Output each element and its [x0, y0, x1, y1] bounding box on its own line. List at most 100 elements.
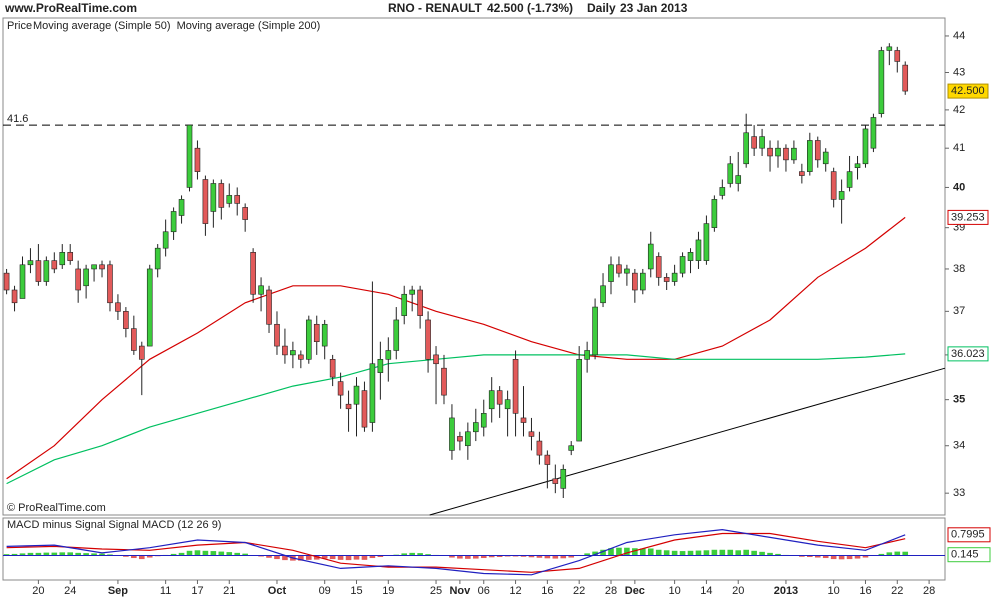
histogram-bar: [266, 555, 272, 558]
y-tick-label: 38: [953, 263, 965, 275]
candle-body: [353, 385, 360, 405]
candle-body: [321, 323, 328, 347]
histogram-bar: [305, 555, 312, 560]
histogram-bar: [210, 551, 217, 556]
x-tick-label: 25: [430, 585, 442, 597]
series-tag: [947, 209, 989, 225]
histogram-bar: [345, 555, 352, 561]
candle-body: [457, 436, 463, 442]
histogram-bar: [552, 555, 559, 559]
x-tick-label: 28: [605, 585, 617, 597]
candle-body: [210, 183, 217, 212]
candle-body: [385, 350, 392, 360]
candle-body: [592, 306, 598, 356]
candle-body: [807, 140, 813, 172]
candle-body: [719, 187, 726, 196]
histogram-bar: [886, 552, 893, 556]
histogram-bar: [43, 552, 50, 556]
x-tick-label: 20: [32, 585, 44, 597]
candle-body: [115, 302, 121, 312]
histogram-bar: [830, 555, 837, 560]
candle-body: [59, 252, 66, 266]
x-tick-label: Sep: [108, 585, 128, 597]
x-tick-label: 15: [350, 585, 362, 597]
candle-body: [663, 277, 670, 282]
candle-body: [258, 285, 264, 295]
histogram-bar: [51, 552, 58, 556]
series-tag: [947, 527, 991, 543]
candle-body: [27, 260, 34, 266]
histogram-bar: [449, 555, 455, 558]
histogram-bar: [528, 555, 535, 558]
histogram-bar: [655, 549, 662, 556]
candle-body: [512, 359, 519, 414]
candle-body: [687, 252, 694, 261]
candle-body: [170, 211, 177, 233]
histogram-bar: [258, 555, 264, 557]
histogram-bar: [743, 549, 749, 556]
histogram-bar: [751, 550, 757, 556]
x-tick-label: 06: [478, 585, 490, 597]
candle-body: [759, 136, 765, 149]
histogram-tag-label: 0.145: [951, 549, 979, 561]
candle-body: [695, 239, 702, 261]
candle-body: [449, 417, 455, 451]
candle-body: [552, 478, 559, 484]
histogram-bar: [361, 555, 368, 560]
candle-body: [107, 264, 113, 304]
legend-entry: MACD minus Signal: [7, 519, 105, 531]
candle-body: [528, 431, 535, 437]
histogram-bar: [536, 555, 543, 558]
x-tick-label: 10: [668, 585, 680, 597]
candle-body: [870, 117, 877, 149]
series-line: [6, 532, 906, 573]
candle-body: [91, 264, 97, 270]
histogram-bar: [313, 555, 320, 560]
histogram-tag: [947, 547, 991, 563]
candle-body: [520, 417, 527, 423]
candle-body: [894, 50, 901, 62]
x-tick-label: Nov: [449, 585, 471, 597]
candle-body: [504, 399, 511, 410]
symbol: RNO - RENAULT: [388, 1, 482, 15]
histogram-bar: [337, 555, 344, 560]
x-tick-label: 21: [223, 585, 235, 597]
histogram-bar: [146, 555, 153, 558]
histogram-bar: [711, 549, 718, 556]
histogram-bar: [679, 551, 686, 556]
quote: 42.500 (-1.73%): [487, 1, 573, 15]
histogram-bar: [663, 550, 670, 556]
candle-body: [608, 264, 614, 282]
histogram-bar: [218, 551, 225, 556]
candle-body: [83, 268, 89, 287]
x-tick-label: 28: [923, 585, 935, 597]
candle-body: [19, 264, 26, 299]
histogram-bar: [767, 552, 773, 556]
histogram-bar: [417, 553, 423, 556]
candle-body: [417, 289, 423, 316]
candle-body: [472, 422, 479, 433]
candle-body: [560, 468, 567, 489]
histogram-bar: [67, 552, 74, 556]
histogram-bar: [822, 555, 829, 559]
candle-body: [703, 223, 710, 261]
histogram-bar: [759, 551, 765, 556]
legend-entry: Moving average (Simple 200): [177, 20, 321, 32]
legend-price: Price: [7, 20, 32, 32]
candle-body: [361, 390, 368, 428]
candle-body: [830, 171, 837, 200]
x-tick-label: Dec: [625, 585, 645, 597]
candle-body: [67, 252, 74, 261]
candle-body: [878, 50, 885, 114]
x-tick-label: 20: [732, 585, 744, 597]
candle-body: [767, 147, 773, 157]
histogram-bar: [186, 550, 193, 556]
candle-body: [337, 381, 344, 396]
candle-body: [862, 128, 869, 165]
histogram-bar: [838, 555, 845, 560]
histogram-bar: [671, 550, 678, 556]
histogram-bar: [862, 555, 869, 558]
histogram-bar: [234, 552, 241, 556]
histogram-bar: [202, 550, 209, 556]
